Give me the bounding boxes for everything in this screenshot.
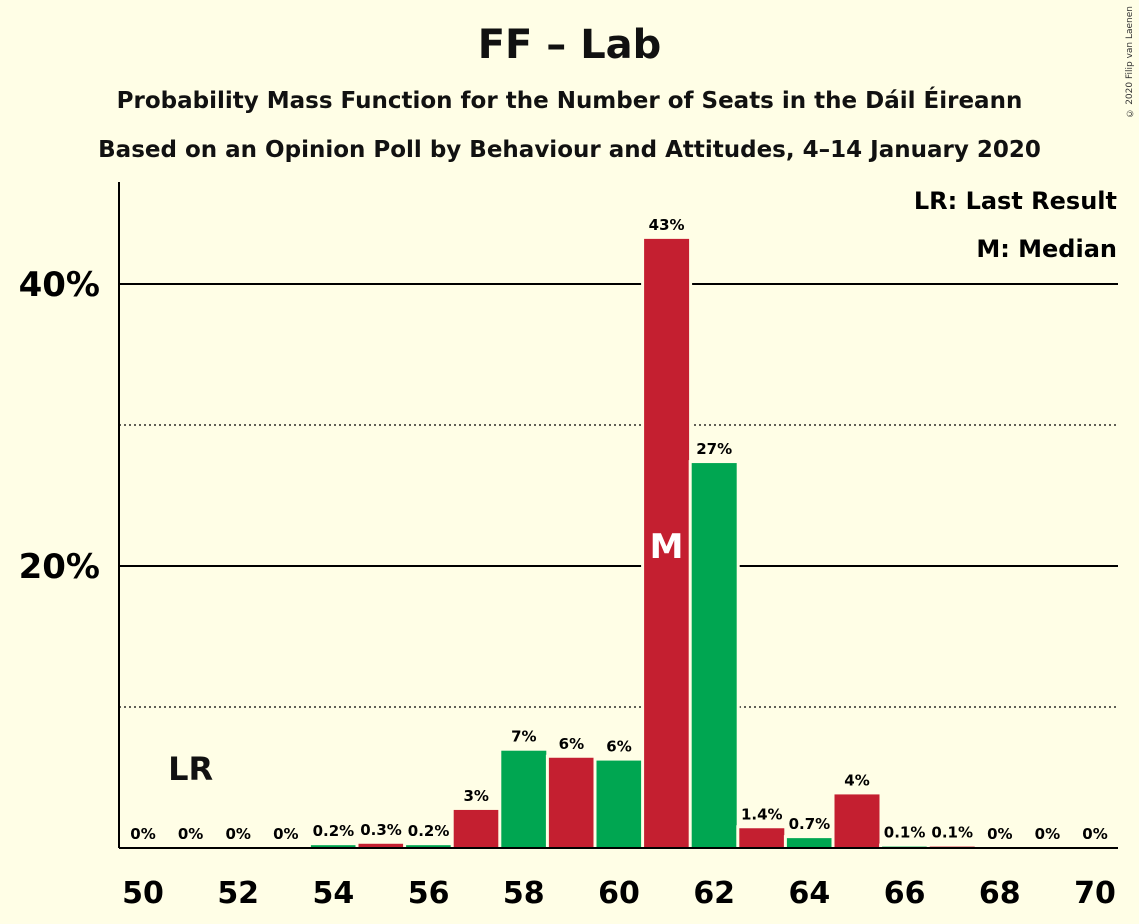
bar-value-label: 7%: [511, 728, 536, 746]
x-tick-label: 66: [884, 876, 926, 911]
bar: [596, 760, 642, 848]
bar-value-label: 0.1%: [931, 824, 973, 842]
bar: [548, 757, 594, 848]
bar-value-label: 0.3%: [360, 821, 402, 839]
y-tick-label: 40%: [19, 265, 100, 305]
x-tick-label: 62: [693, 876, 735, 911]
gridlines: [119, 283, 1118, 708]
bar-halo: [926, 843, 978, 848]
bar-value-label: 0%: [1082, 825, 1107, 843]
chart-title: FF – Lab: [477, 22, 662, 68]
y-tick-label: 20%: [19, 547, 100, 587]
bar-value-label: 0.2%: [408, 822, 450, 840]
bar: [358, 843, 404, 848]
bar: [310, 845, 356, 848]
bar: [786, 838, 832, 848]
bars: [307, 235, 978, 848]
bar-value-label: 0%: [273, 825, 298, 843]
bar-value-label: 0.2%: [313, 822, 355, 840]
bar-value-label: 4%: [844, 771, 869, 789]
bar-value-label: 0%: [225, 825, 250, 843]
last-result-marker: LR: [168, 750, 213, 788]
bar: [739, 828, 785, 848]
bar-value-label: 0%: [987, 825, 1012, 843]
x-tick-label: 54: [313, 876, 355, 911]
x-tick-label: 70: [1074, 876, 1116, 911]
bar: [453, 809, 499, 848]
bar: [834, 794, 880, 848]
x-tick-label: 64: [789, 876, 831, 911]
x-tick-label: 60: [598, 876, 640, 911]
x-tick-label: 68: [979, 876, 1021, 911]
chart-source-line: Based on an Opinion Poll by Behaviour an…: [98, 137, 1041, 163]
x-tick-label: 58: [503, 876, 545, 911]
x-tick-label: 50: [122, 876, 164, 911]
axes: [118, 182, 1118, 849]
bar-halo: [879, 843, 931, 848]
bar-value-label: 0%: [130, 825, 155, 843]
legend-last-result: LR: Last Result: [914, 187, 1117, 215]
bar-value-label: 0%: [178, 825, 203, 843]
chart-subtitle: Probability Mass Function for the Number…: [116, 88, 1023, 114]
bar-value-label: 0.7%: [789, 815, 831, 833]
bar-halo: [307, 842, 359, 848]
legend-median: M: Median: [976, 235, 1117, 263]
bar-value-label: 3%: [463, 787, 488, 805]
bar-value-label: 0.1%: [884, 824, 926, 842]
median-marker: M: [650, 527, 684, 567]
bar-halo: [403, 842, 455, 848]
bar: [644, 238, 690, 848]
bar: [406, 845, 452, 848]
bar-value-label: 6%: [606, 738, 631, 756]
bar-value-label: 0%: [1035, 825, 1060, 843]
tick-labels: 50 52 54 56 58 60 62 64 66 68 70 20% 40%: [19, 265, 1116, 911]
bar-value-label: 6%: [559, 735, 584, 753]
bar-value-label: 27%: [696, 440, 732, 458]
bar-value-label: 43%: [649, 216, 685, 234]
bar: [691, 463, 737, 848]
x-tick-label: 56: [408, 876, 450, 911]
x-tick-label: 52: [217, 876, 259, 911]
bar-labels: 0% 0% 0% 0% 0.2% 0.3% 0.2% 3% 7% 6% 6% 43% 27% 1.4% 0.…: [130, 216, 1107, 843]
bar: [501, 750, 547, 848]
markers: LR M: [168, 527, 683, 788]
bar-value-label: 1.4%: [741, 805, 783, 823]
